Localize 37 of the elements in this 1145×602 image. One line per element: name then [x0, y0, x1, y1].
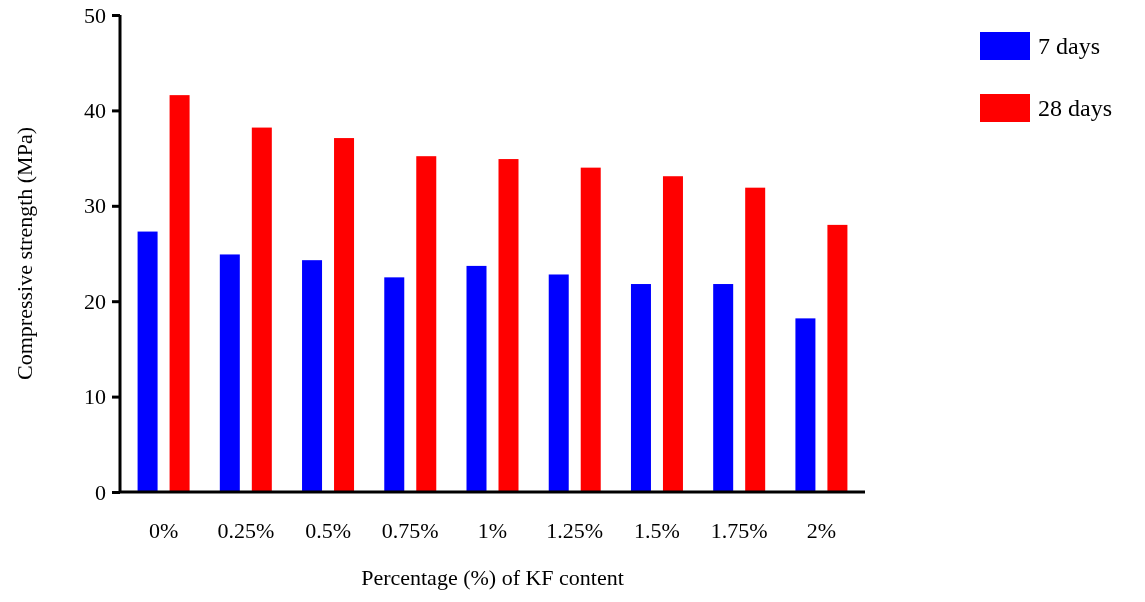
bar — [713, 284, 734, 492]
bar — [580, 167, 601, 492]
bar — [334, 138, 355, 492]
x-tick-label: 1.75% — [710, 517, 768, 543]
y-axis-title: Compressive strength (MPa) — [12, 127, 37, 380]
x-tick-label: 0.25% — [217, 517, 275, 543]
bar — [498, 159, 519, 492]
x-tick-label: 0.75% — [381, 517, 439, 543]
x-tick-label: 1.5% — [634, 517, 680, 543]
bar — [416, 156, 437, 492]
bar — [137, 231, 158, 492]
bar — [466, 265, 487, 492]
bar — [302, 260, 323, 492]
bar — [745, 187, 766, 492]
y-tick-label: 50 — [84, 2, 106, 28]
y-tick-label: 20 — [84, 288, 106, 314]
y-tick-label: 0 — [95, 479, 106, 505]
x-tick-label: 0% — [148, 517, 179, 543]
bar — [630, 284, 651, 492]
bar — [219, 254, 240, 492]
bar — [827, 224, 848, 492]
x-tick-label: 1.25% — [546, 517, 604, 543]
bar — [169, 95, 190, 492]
legend-label: 28 days — [1038, 95, 1112, 121]
x-tick-label: 2% — [806, 517, 837, 543]
x-axis-title: Percentage (%) of KF content — [361, 565, 624, 590]
y-tick-label: 30 — [84, 193, 106, 219]
y-tick-label: 10 — [84, 384, 106, 410]
bar — [384, 277, 405, 492]
legend-label: 7 days — [1038, 33, 1100, 59]
bar — [251, 127, 272, 492]
bar — [548, 274, 569, 492]
bar — [795, 318, 816, 492]
y-tick-label: 40 — [84, 97, 106, 123]
bar — [662, 176, 683, 492]
x-tick-label: 0.5% — [305, 517, 351, 543]
x-tick-label: 1% — [477, 517, 508, 543]
